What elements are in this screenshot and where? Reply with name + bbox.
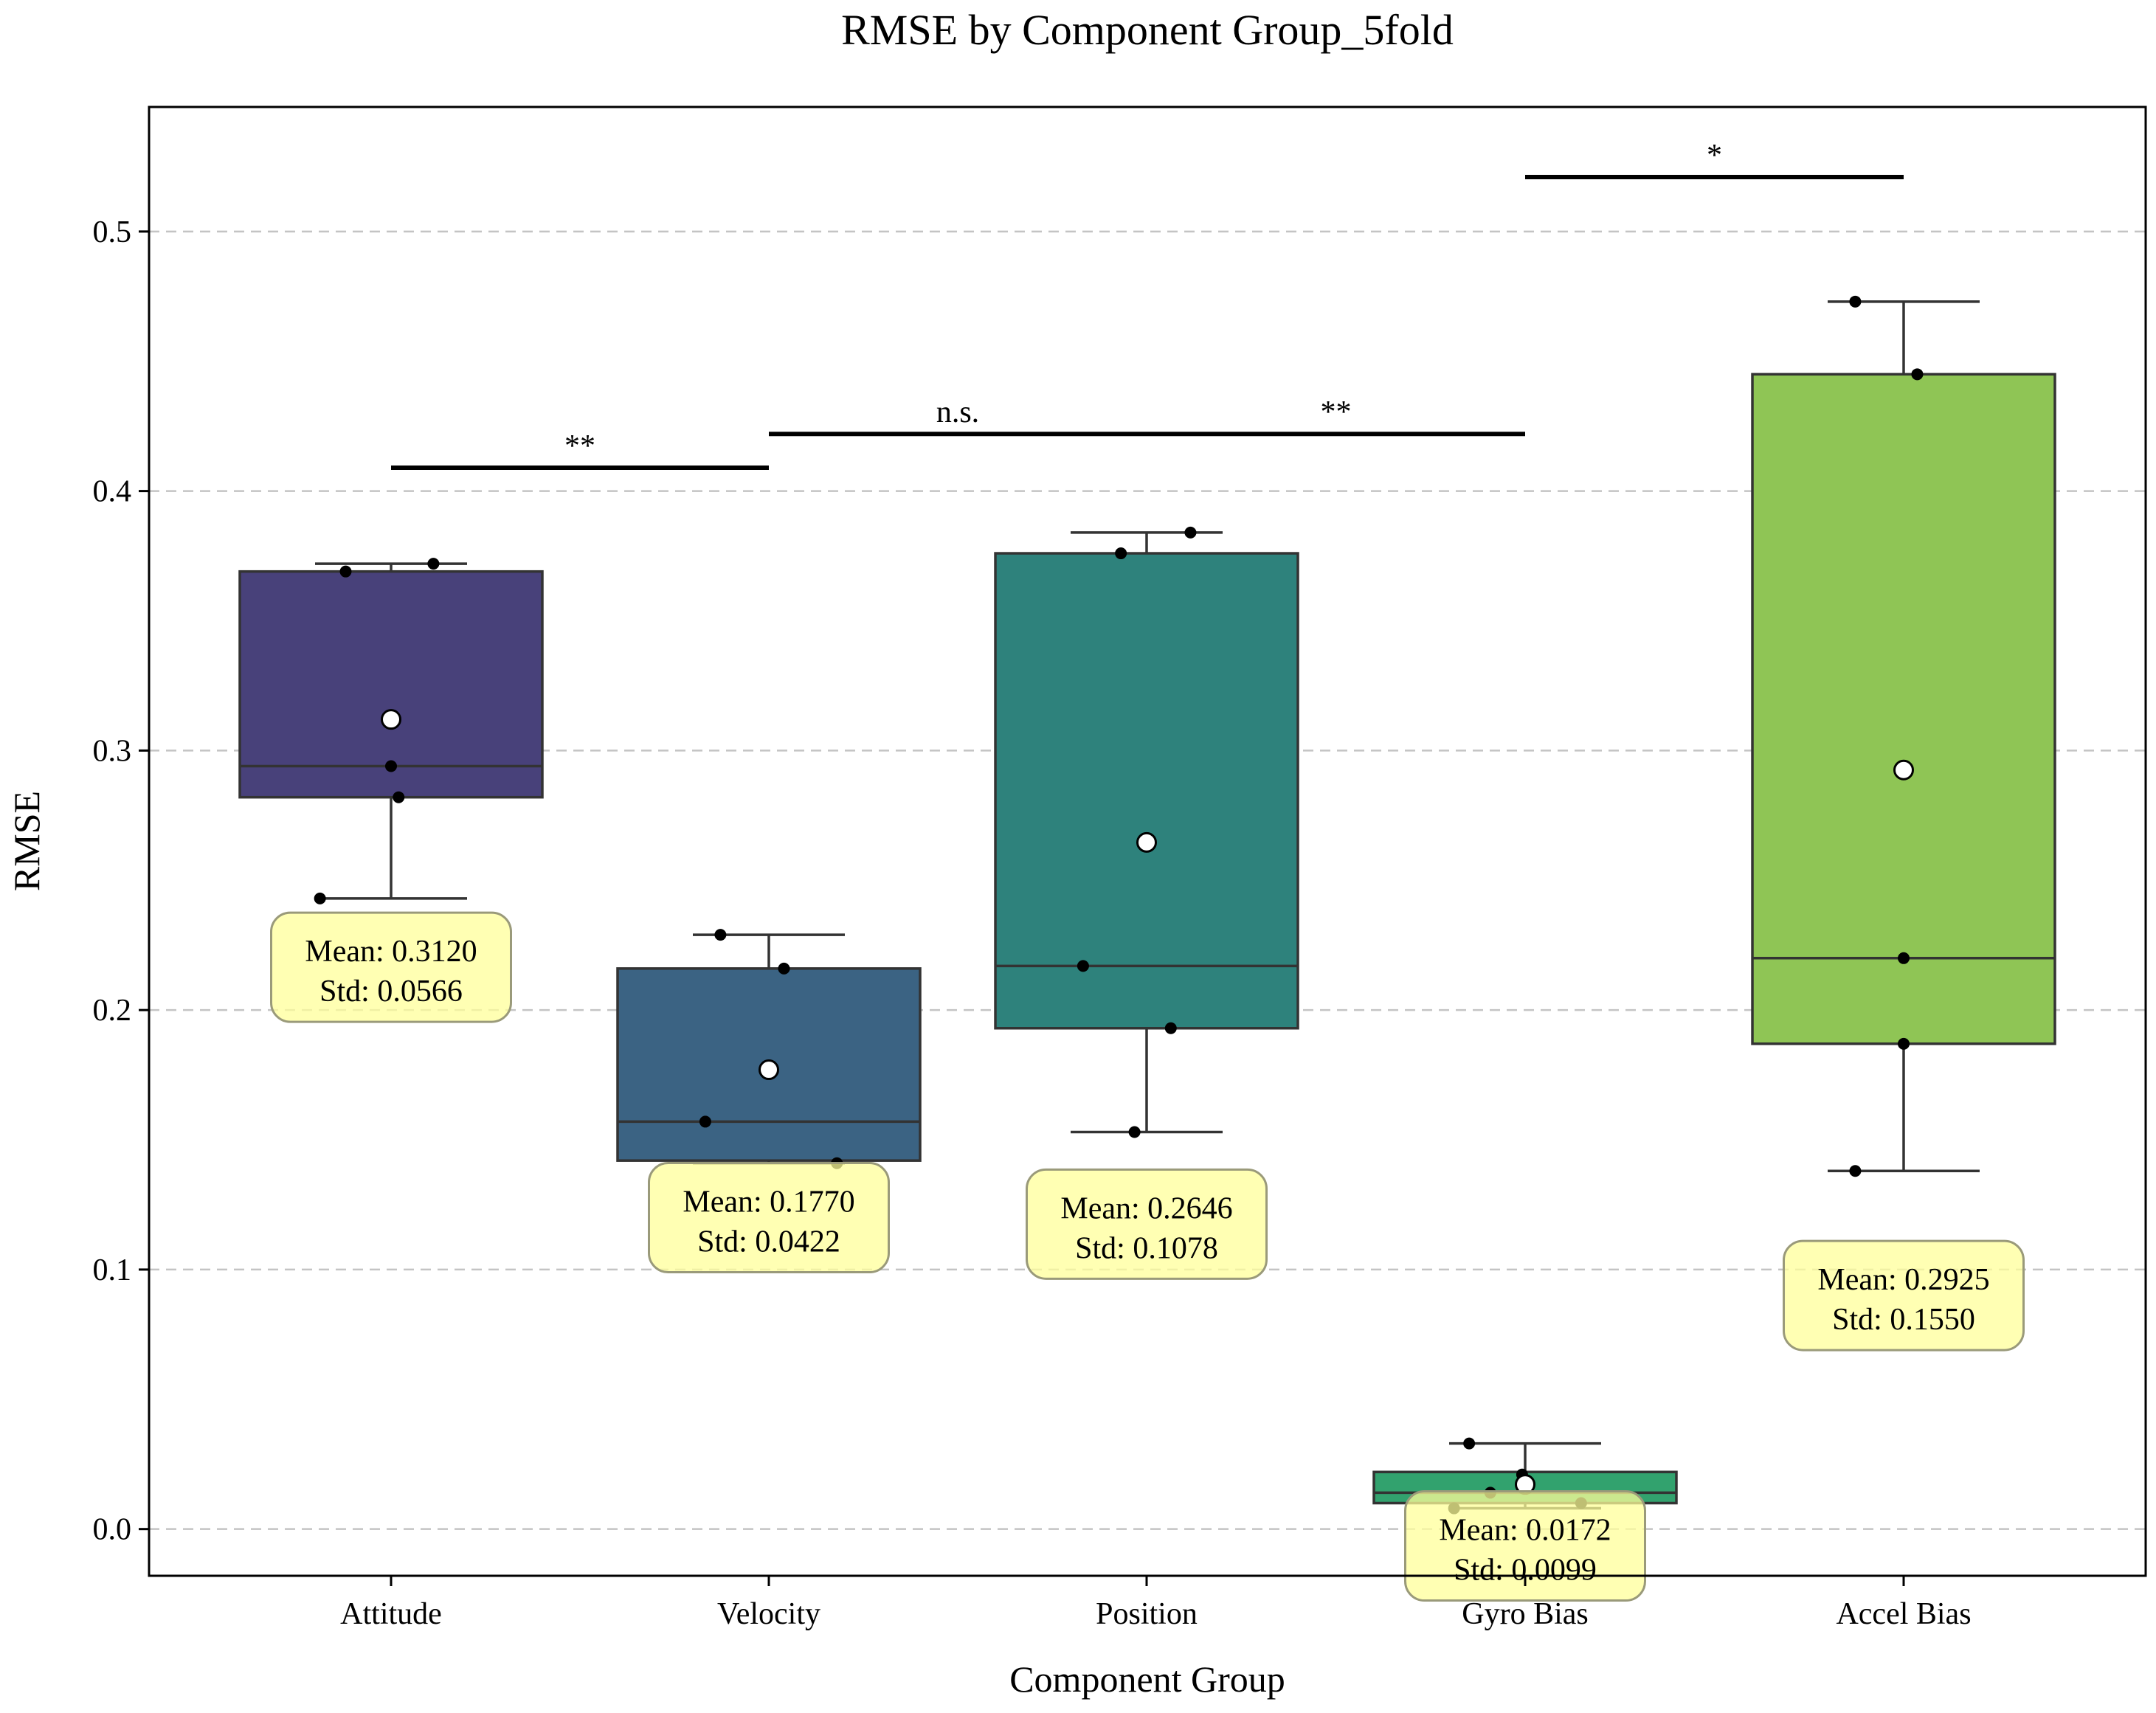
x-tick-label: Attitude [340,1597,442,1631]
data-point [1849,295,1862,308]
data-point [1164,1022,1177,1034]
mean-label: Mean: 0.0172 [1439,1514,1611,1548]
data-point [1849,1165,1862,1177]
std-label: Std: 0.0422 [697,1225,840,1259]
y-tick-label: 0.1 [93,1253,132,1287]
data-point [778,962,790,975]
y-tick-label: 0.3 [93,734,132,768]
significance-label: n.s. [936,395,979,429]
mean-marker [1136,831,1157,853]
axis-ticks: 0.0 0.1 0.2 0.3 0.4 0.5 Attitude Velocity Positi… [93,215,1972,1631]
y-tick-label: 0.4 [93,475,132,509]
significance-label: ** [1321,395,1352,429]
iqr-box [994,552,1299,1030]
data-point [339,565,352,578]
data-point [699,1115,711,1128]
y-tick-label: 0.2 [93,994,132,1028]
std-label: Std: 0.0566 [319,975,463,1008]
data-point [1128,1126,1141,1138]
data-point [1077,960,1089,972]
data-point [1898,1037,1910,1050]
iqr-box [1751,373,2056,1045]
stat-annotation-box [1404,1490,1646,1602]
data-point [385,760,397,772]
std-label: Std: 0.1078 [1075,1231,1218,1265]
y-tick-label: 0.0 [93,1513,132,1547]
data-point [393,791,405,803]
box-group-position [994,526,1299,1138]
box-group-attitude [238,558,544,904]
mean-label: Mean: 0.1770 [683,1186,854,1219]
data-point [314,892,326,904]
mean-marker [759,1059,779,1081]
data-point [714,929,727,941]
mean-label: Mean: 0.2646 [1060,1191,1232,1225]
stat-annotation-box [1783,1239,2025,1352]
stat-annotation: Mean: 0.2646 Std: 0.1078 [1026,1168,1268,1280]
stat-annotation-box [648,1162,890,1274]
significance-label: * [1707,139,1722,173]
data-point [1898,952,1910,964]
data-point [1463,1437,1476,1450]
stat-labels: Mean: 0.3120 Std: 0.0566 Mean: 0.1770 Std: … [270,911,2025,1602]
y-axis-label: RMSE [6,791,47,891]
stat-annotation: Mean: 0.1770 Std: 0.0422 [648,1162,890,1274]
x-axis-label: Component Group [1009,1658,1285,1700]
mean-marker [1893,759,1914,781]
mean-label: Mean: 0.3120 [305,935,477,969]
stat-annotation: Mean: 0.3120 Std: 0.0566 [270,911,512,1023]
data-point [427,558,440,570]
mean-marker [381,709,401,730]
data-point [1911,368,1924,381]
x-tick-label: Position [1096,1597,1198,1631]
x-tick-label: Velocity [717,1597,820,1631]
mean-label: Mean: 0.2925 [1817,1263,1989,1297]
significance-label: ** [564,429,595,463]
x-tick-label: Gyro Bias [1462,1597,1589,1631]
iqr-box [238,570,544,799]
data-point [1184,526,1197,539]
stat-annotation-box [270,911,512,1023]
box-group-velocity [616,929,922,1169]
stat-annotation: Mean: 0.2925 Std: 0.1550 [1783,1239,2025,1352]
std-label: Std: 0.1550 [1832,1303,1975,1337]
box-group-accel-bias [1751,295,2056,1177]
stat-annotation-box [1026,1168,1268,1280]
data-point [1115,547,1127,560]
x-tick-label: Accel Bias [1836,1597,1971,1631]
significance-annotations: **n.s. *** [391,139,1904,470]
boxes [238,295,2056,1515]
chart-title: RMSE by Component Group_5fold [841,6,1454,54]
y-tick-label: 0.5 [93,215,132,249]
